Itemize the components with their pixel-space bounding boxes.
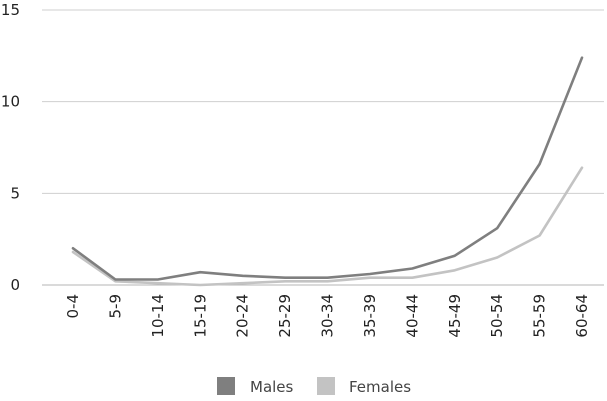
legend-label-females: Females: [349, 378, 411, 396]
gridlines: [42, 9, 604, 286]
x-tick-label: 0-4: [64, 294, 82, 319]
x-tick-label: 30-34: [319, 294, 337, 338]
series-lines: [71, 56, 584, 287]
x-axis-ticks: 0-4 5-9 10-14 15-19 20-24 25-29 30-34 35-39 40-4…: [64, 294, 591, 338]
x-tick-label: 10-14: [149, 294, 167, 338]
x-tick-label: 5-9: [106, 294, 124, 319]
legend: Males Females: [217, 377, 411, 396]
legend-swatch-females: [317, 377, 335, 395]
y-tick-label: 5: [10, 184, 20, 202]
y-tick-label: 15: [1, 1, 20, 19]
series-line-males: [71, 56, 584, 281]
series-line-females: [71, 166, 584, 287]
y-axis-ticks: 0 5 10 15: [1, 1, 20, 294]
x-tick-label: 60-64: [573, 294, 591, 338]
y-tick-label: 10: [1, 93, 20, 111]
x-tick-label: 15-19: [191, 294, 209, 338]
y-tick-label: 0: [10, 276, 20, 294]
x-tick-label: 50-54: [488, 294, 506, 338]
x-tick-label: 55-59: [531, 294, 549, 338]
legend-label-males: Males: [250, 378, 294, 396]
x-tick-label: 35-39: [361, 294, 379, 338]
x-tick-label: 45-49: [446, 294, 464, 338]
x-tick-label: 20-24: [234, 294, 252, 338]
x-tick-label: 40-44: [403, 294, 421, 338]
legend-swatch-males: [217, 377, 235, 395]
x-tick-label: 25-29: [276, 294, 294, 338]
